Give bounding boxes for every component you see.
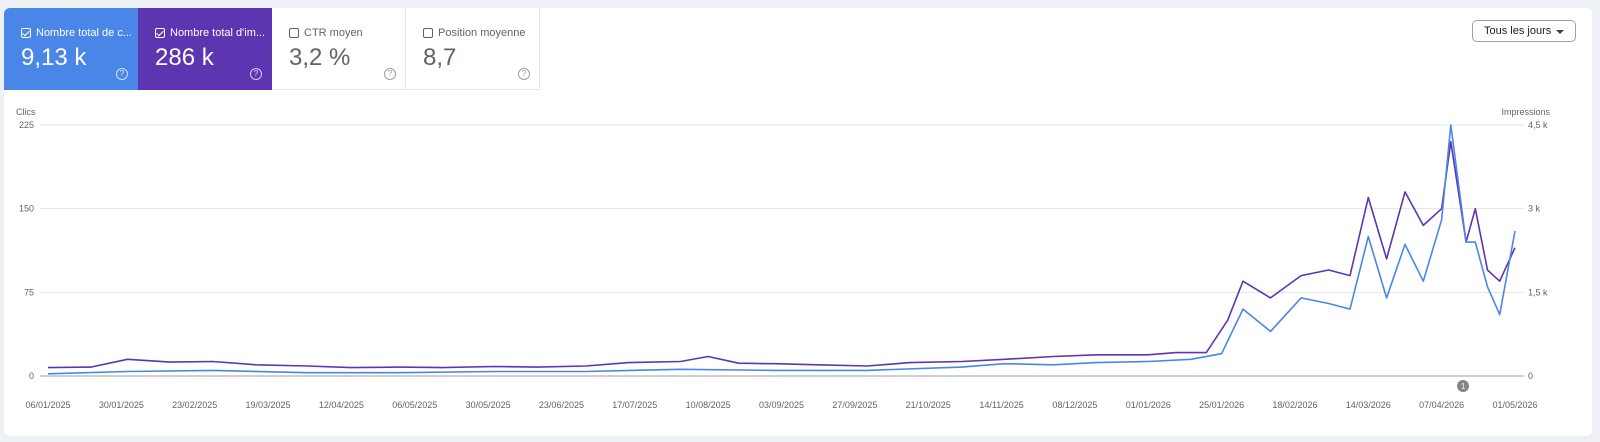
metric-card-average-position[interactable]: Position moyenne 8,7 ? [406, 8, 540, 90]
x-tick-label: 07/04/2026 [1419, 400, 1464, 410]
chart-grid [40, 124, 1524, 377]
checkbox-checked-icon[interactable] [155, 28, 165, 38]
y-axis-right-label: Impressions [1501, 107, 1550, 117]
metric-value: 286 k [155, 44, 214, 71]
x-tick-label: 23/02/2025 [172, 400, 217, 410]
metric-card-header: Nombre total d'im... [155, 27, 265, 39]
y-left-tick-label: 225 [19, 120, 34, 130]
metric-card-average-ctr[interactable]: CTR moyen 3,2 % ? [272, 8, 406, 90]
x-tick-label: 03/09/2025 [759, 400, 804, 410]
metric-value: 9,13 k [21, 44, 87, 71]
checkbox-unchecked-icon[interactable] [289, 28, 299, 38]
x-tick-label: 21/10/2025 [906, 400, 951, 410]
metric-cards: Nombre total de c... 9,13 k ? Nombre tot… [4, 8, 540, 90]
x-tick-label: 30/05/2025 [466, 400, 511, 410]
y-left-tick-label: 75 [24, 287, 34, 297]
metric-card-header: Nombre total de c... [21, 27, 132, 39]
metric-value: 3,2 % [289, 44, 351, 71]
chart-annotations: 1 [1457, 380, 1470, 392]
x-tick-label: 23/06/2025 [539, 400, 584, 410]
x-tick-label: 06/01/2025 [25, 400, 70, 410]
x-tick-label: 17/07/2025 [612, 400, 657, 410]
metric-card-header: Position moyenne [423, 27, 525, 39]
dropdown-label: Tous les jours [1484, 25, 1552, 37]
x-tick-label: 12/04/2025 [319, 400, 364, 410]
x-tick-label: 18/02/2026 [1272, 400, 1317, 410]
checkbox-unchecked-icon[interactable] [423, 28, 433, 38]
x-tick-label: 06/05/2025 [392, 400, 437, 410]
checkbox-checked-icon[interactable] [21, 28, 31, 38]
series-line-impressions [47, 140, 1516, 369]
annotation-label: 1 [1461, 382, 1466, 391]
caret-down-icon [1556, 30, 1564, 34]
help-icon[interactable]: ? [384, 68, 396, 80]
x-tick-label: 27/09/2025 [832, 400, 877, 410]
x-tick-label: 14/03/2026 [1346, 400, 1391, 410]
y-right-tick-label: 0 [1528, 371, 1533, 381]
metric-value: 8,7 [423, 44, 457, 71]
x-tick-label: 19/03/2025 [246, 400, 291, 410]
y-left-tick-label: 0 [29, 371, 34, 381]
x-tick-label: 30/01/2025 [99, 400, 144, 410]
x-tick-label: 08/12/2025 [1052, 400, 1097, 410]
y-right-tick-label: 3 k [1528, 204, 1541, 214]
y-right-tick-label: 4,5 k [1528, 120, 1548, 130]
series-line-clicks [47, 124, 1516, 375]
y-right-tick-label: 1,5 k [1528, 287, 1548, 297]
x-tick-label: 25/01/2026 [1199, 400, 1244, 410]
y-left-tick-label: 150 [19, 204, 34, 214]
x-tick-label: 01/05/2026 [1492, 400, 1537, 410]
annotation-marker [1457, 380, 1470, 392]
y-axis-left-label: Clics [16, 107, 36, 117]
performance-panel: Nombre total de c... 9,13 k ? Nombre tot… [4, 8, 1592, 436]
help-icon[interactable]: ? [518, 68, 530, 80]
x-tick-label: 14/11/2025 [979, 400, 1023, 410]
chart-series [47, 124, 1516, 375]
metric-card-total-clicks[interactable]: Nombre total de c... 9,13 k ? [4, 8, 138, 90]
metric-card-header: CTR moyen [289, 27, 363, 39]
help-icon[interactable]: ? [116, 68, 128, 80]
date-granularity-dropdown[interactable]: Tous les jours [1472, 20, 1576, 42]
metric-card-total-impressions[interactable]: Nombre total d'im... 286 k ? [138, 8, 272, 90]
x-tick-label: 10/08/2025 [686, 400, 731, 410]
x-tick-label: 01/01/2026 [1126, 400, 1171, 410]
chart-ticks: 0 0 75 1,5 k 150 3 k 225 4,5 k 06/01/2025 30/01/2… [19, 120, 1548, 410]
help-icon[interactable]: ? [250, 68, 262, 80]
performance-chart: Clics Impressions 0 0 75 1,5 k 150 3 k 225 4,5 … [16, 107, 1551, 410]
